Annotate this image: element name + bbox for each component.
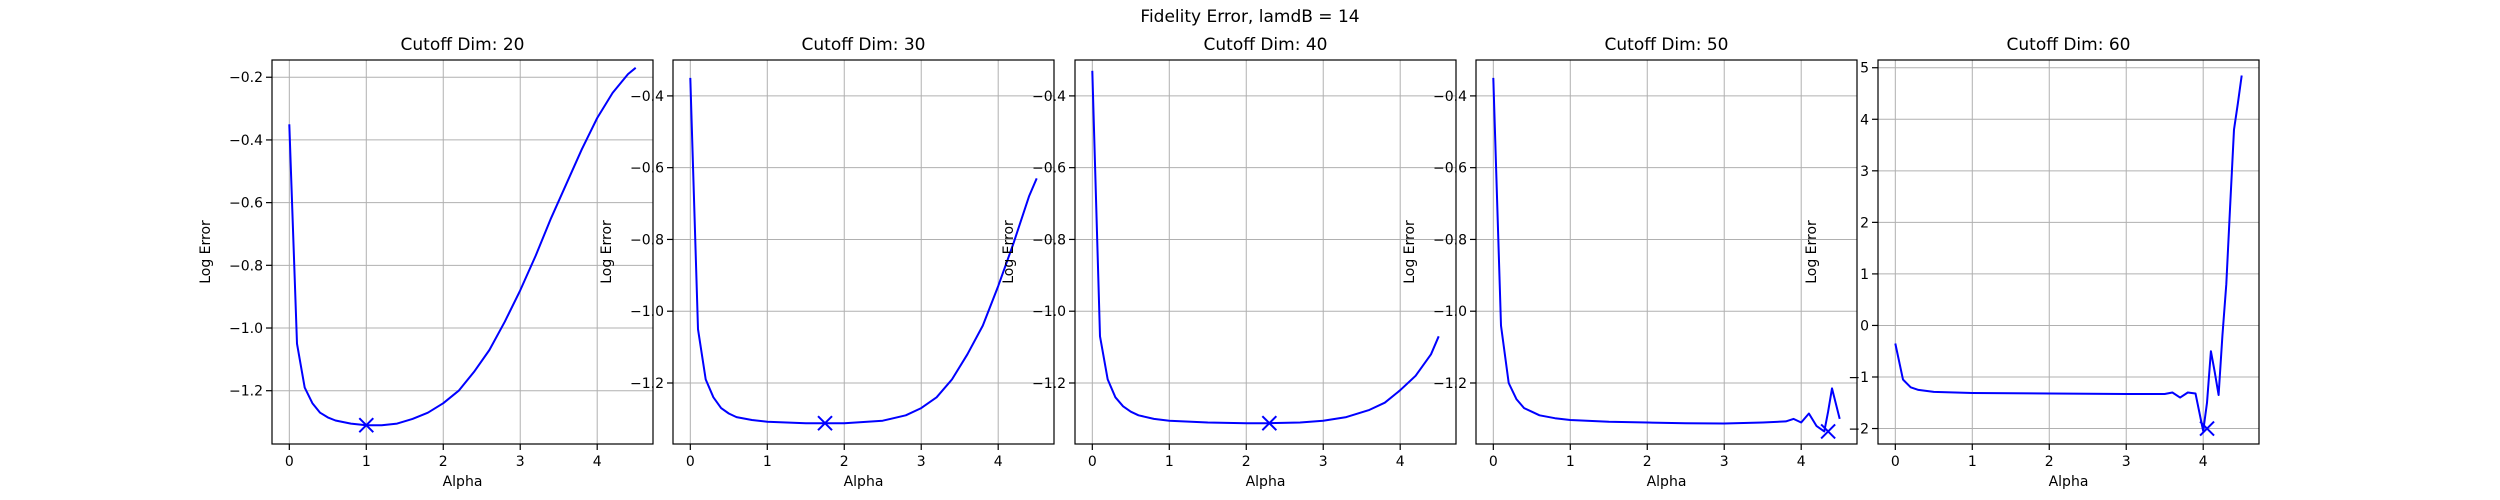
- series-line: [1091, 70, 1440, 425]
- subplot-1: 0 1 2 3 4 −1.2 −1.0 −0.8 −0.6 −0.4 −0.2 Cutoff Dim:…: [198, 35, 654, 490]
- minimum-marker: [817, 415, 833, 431]
- minimum-marker: [358, 417, 374, 433]
- y-tick-label: −0.4: [229, 133, 263, 149]
- x-axis-label: Alpha: [1246, 474, 1286, 490]
- x-tick-label: 4: [2199, 454, 2208, 470]
- y-tick-label: −0.4: [1032, 89, 1066, 105]
- y-tick-label: −0.6: [630, 161, 664, 177]
- subplot-4: 0 1 2 3 4 −1.2 −1.0 −0.8 −0.6 −0.4 Cutoff Dim: 50 A…: [1402, 35, 1858, 490]
- y-tick-label: −1.0: [229, 321, 263, 337]
- x-axis-label: Alpha: [1647, 474, 1687, 490]
- y-axis-label: Log Error: [1402, 220, 1418, 284]
- x-tick-label: 1: [1968, 454, 1977, 470]
- y-tick-label: −1.0: [1032, 304, 1066, 320]
- x-tick-label: 3: [917, 454, 926, 470]
- subplots: 0 1 2 3 4 −1.2 −1.0 −0.8 −0.6 −0.4 −0.2 Cutoff Dim:…: [198, 35, 2260, 490]
- y-tick-label: −1.2: [1433, 376, 1467, 392]
- x-tick-label: 1: [1566, 454, 1575, 470]
- x-axis-label: Alpha: [844, 474, 884, 490]
- y-axis-label: Log Error: [1001, 220, 1017, 284]
- x-tick-label: 4: [593, 454, 602, 470]
- y-tick-label: −1.0: [1433, 304, 1467, 320]
- axes-frame: [271, 59, 654, 445]
- series-line: [288, 67, 637, 427]
- x-tick-label: 0: [285, 454, 294, 470]
- y-tick-label: −0.6: [1433, 161, 1467, 177]
- x-tick-label: 3: [2122, 454, 2131, 470]
- subplot-title: Cutoff Dim: 30: [802, 35, 926, 55]
- x-tick-label: 2: [1242, 454, 1251, 470]
- y-tick-label: −1.2: [630, 376, 664, 392]
- subplot-3: 0 1 2 3 4 −1.2 −1.0 −0.8 −0.6 −0.4 Cutoff Dim: 40 A…: [1001, 35, 1457, 490]
- y-tick-label: −0.2: [229, 70, 263, 86]
- y-tick-label: −0.6: [229, 196, 263, 212]
- subplot-title: Cutoff Dim: 60: [2007, 35, 2131, 55]
- y-tick-label: −0.4: [1433, 89, 1467, 105]
- subplot-2: 0 1 2 3 4 −1.2 −1.0 −0.8 −0.6 −0.4 Cutoff Dim: 30 A…: [599, 35, 1055, 490]
- series-line: [1492, 77, 1841, 433]
- x-tick-label: 0: [686, 454, 695, 470]
- axes-frame: [672, 59, 1055, 445]
- figure-title: Fidelity Error, lamdB = 14: [1140, 7, 1359, 27]
- minimum-marker: [2199, 420, 2215, 437]
- x-tick-label: 2: [439, 454, 448, 470]
- x-tick-label: 3: [1319, 454, 1328, 470]
- x-tick-label: 2: [840, 454, 849, 470]
- x-tick-label: 4: [1396, 454, 1405, 470]
- y-tick-label: 0: [1860, 318, 1869, 334]
- minimum-marker: [1820, 423, 1836, 440]
- y-tick-label: −2: [1848, 422, 1869, 438]
- y-tick-label: 3: [1860, 164, 1869, 180]
- x-tick-label: 3: [516, 454, 525, 470]
- y-tick-label: −1.0: [630, 304, 664, 320]
- y-tick-label: −0.8: [229, 258, 263, 274]
- x-tick-label: 0: [1489, 454, 1498, 470]
- y-tick-label: −0.4: [630, 89, 664, 105]
- y-tick-label: −0.8: [1433, 232, 1467, 248]
- y-tick-label: −1.2: [229, 384, 263, 400]
- x-axis-label: Alpha: [2049, 474, 2089, 490]
- x-tick-label: 1: [362, 454, 371, 470]
- y-tick-label: 4: [1860, 112, 1869, 128]
- x-tick-label: 2: [2045, 454, 2054, 470]
- x-tick-label: 3: [1720, 454, 1729, 470]
- y-tick-label: 1: [1860, 267, 1869, 283]
- series-line: [689, 77, 1038, 425]
- x-tick-label: 4: [994, 454, 1003, 470]
- y-tick-label: −0.8: [1032, 232, 1066, 248]
- x-tick-label: 1: [763, 454, 772, 470]
- axes-frame: [1877, 59, 2260, 445]
- x-tick-label: 0: [1088, 454, 1097, 470]
- x-axis-label: Alpha: [443, 474, 483, 490]
- y-tick-label: 2: [1860, 215, 1869, 231]
- x-tick-label: 1: [1165, 454, 1174, 470]
- y-tick-label: −0.8: [630, 232, 664, 248]
- y-tick-label: −0.6: [1032, 161, 1066, 177]
- x-tick-label: 2: [1643, 454, 1652, 470]
- y-axis-label: Log Error: [599, 220, 615, 284]
- subplot-title: Cutoff Dim: 20: [401, 35, 525, 55]
- axes-frame: [1074, 59, 1457, 445]
- series-line: [1894, 75, 2243, 433]
- y-tick-label: 5: [1860, 61, 1869, 77]
- y-axis-label: Log Error: [198, 220, 214, 284]
- y-tick-label: −1.2: [1032, 376, 1066, 392]
- subplot-title: Cutoff Dim: 40: [1204, 35, 1328, 55]
- x-tick-label: 0: [1891, 454, 1900, 470]
- minimum-marker: [1261, 415, 1278, 431]
- subplot-5: 0 1 2 3 4 −2 −1 0 1 2 3 4 5 Cutoff Dim: 60 Alpha Log Er…: [1804, 35, 2260, 490]
- subplot-title: Cutoff Dim: 50: [1605, 35, 1729, 55]
- y-axis-label: Log Error: [1804, 220, 1820, 284]
- x-tick-label: 4: [1797, 454, 1806, 470]
- axes-frame: [1475, 59, 1858, 445]
- y-tick-label: −1: [1848, 370, 1869, 386]
